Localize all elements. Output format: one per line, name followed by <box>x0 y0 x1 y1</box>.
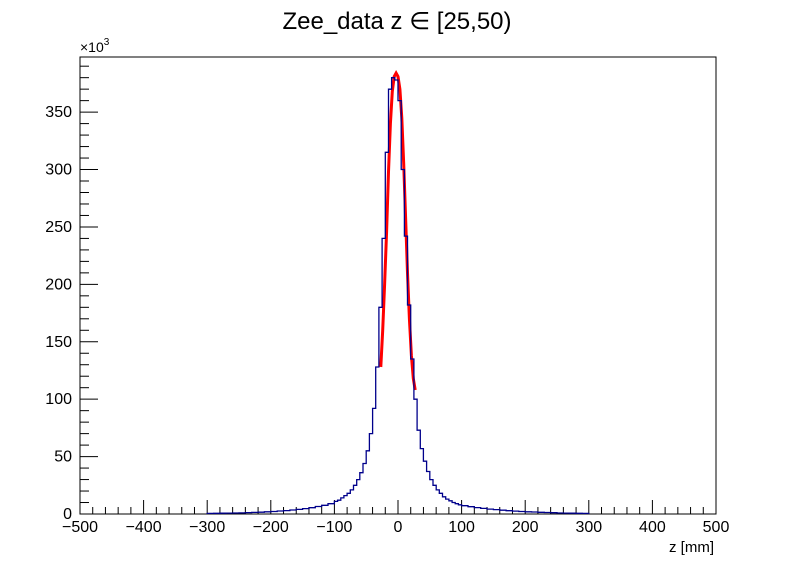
x-tick-label: −200 <box>253 519 289 536</box>
y-axis-multiplier-exponent: 3 <box>104 37 110 48</box>
y-tick-label: 100 <box>45 391 72 408</box>
x-tick-label: −400 <box>126 519 162 536</box>
y-axis-multiplier: ×103 <box>80 37 110 55</box>
x-tick-label: 400 <box>639 519 666 536</box>
plot-frame <box>79 56 717 515</box>
x-axis: −500 −400 −300 −200 −100 0 100 200 300 400 500 <box>62 500 729 536</box>
y-tick-label: 300 <box>45 162 72 179</box>
histogram-series <box>206 77 590 515</box>
y-axis-multiplier-base: ×10 <box>80 39 104 55</box>
x-tick-label: 500 <box>703 519 730 536</box>
x-tick-label: −300 <box>189 519 225 536</box>
y-tick-label: 150 <box>45 334 72 351</box>
chart-title: Zee_data z ∈ [25,50) <box>282 8 511 35</box>
x-tick-label: 200 <box>512 519 539 536</box>
y-tick-label: 50 <box>54 449 72 466</box>
plot-area <box>206 70 590 515</box>
y-tick-label: 250 <box>45 219 72 236</box>
y-tick-label: 350 <box>45 104 72 121</box>
x-tick-label: 0 <box>394 519 403 536</box>
y-axis: 0 50 100 150 200 250 300 350 <box>45 65 98 523</box>
y-tick-label: 200 <box>45 276 72 293</box>
x-tick-label: −100 <box>316 519 352 536</box>
x-tick-label: 300 <box>575 519 602 536</box>
y-tick-label: 0 <box>63 506 72 523</box>
x-axis-label: z [mm] <box>669 539 714 556</box>
x-tick-label: −500 <box>62 519 98 536</box>
x-tick-label: 100 <box>448 519 475 536</box>
fit-curve <box>379 70 417 391</box>
